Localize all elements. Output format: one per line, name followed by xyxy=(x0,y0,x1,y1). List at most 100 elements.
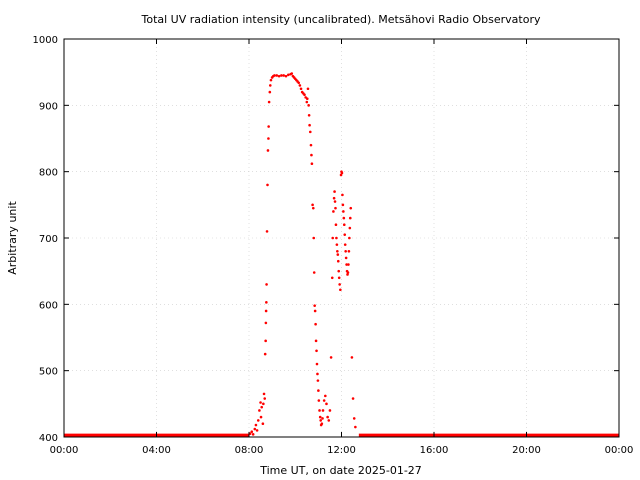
data-point xyxy=(290,72,294,75)
data-point xyxy=(258,409,261,412)
data-point xyxy=(268,84,272,87)
data-point xyxy=(267,125,270,128)
data-point xyxy=(250,430,254,433)
data-point xyxy=(336,259,340,263)
data-point xyxy=(319,419,322,422)
data-point xyxy=(273,74,276,77)
y-tick-label: 700 xyxy=(39,234,58,245)
data-point xyxy=(345,263,348,266)
data-point xyxy=(354,425,357,429)
data-point xyxy=(324,394,327,398)
data-point xyxy=(264,309,268,313)
axis-ticks: 00:00 04:00 08:00 12:00 16:00 20:00 00:0040050… xyxy=(33,35,634,456)
data-point xyxy=(332,210,335,213)
data-point xyxy=(311,203,314,207)
data-point xyxy=(265,230,269,233)
data-point xyxy=(306,87,310,91)
y-tick-label: 800 xyxy=(39,168,58,179)
data-point xyxy=(321,417,324,420)
data-point xyxy=(344,256,348,260)
data-point xyxy=(254,423,258,427)
data-point xyxy=(312,271,316,274)
data-point xyxy=(337,276,341,280)
data-point xyxy=(275,74,279,77)
data-point xyxy=(321,409,325,412)
data-point xyxy=(325,402,328,406)
data-point xyxy=(267,137,270,140)
data-point xyxy=(268,90,272,94)
data-point xyxy=(264,321,268,325)
data-point xyxy=(310,162,314,166)
data-point xyxy=(346,271,350,274)
x-tick-label: 04:00 xyxy=(142,445,171,456)
data-point xyxy=(348,236,351,240)
data-point xyxy=(308,123,311,127)
data-point xyxy=(305,97,309,100)
data-point xyxy=(248,432,252,435)
data-point xyxy=(346,273,349,276)
data-point xyxy=(339,288,342,292)
data-point xyxy=(342,210,345,213)
data-point xyxy=(326,415,329,419)
data-point xyxy=(349,206,353,210)
data-point xyxy=(307,113,311,117)
data-point xyxy=(313,309,317,313)
data-point xyxy=(266,183,269,187)
data-point xyxy=(348,226,352,230)
x-tick-label: 08:00 xyxy=(235,445,264,456)
data-point xyxy=(265,283,268,286)
data-point xyxy=(298,84,302,87)
data-point xyxy=(313,304,316,307)
data-point xyxy=(320,422,324,426)
data-point xyxy=(315,349,318,353)
x-tick-label: 00:00 xyxy=(605,445,634,456)
y-tick-label: 400 xyxy=(39,433,58,444)
data-point xyxy=(267,100,271,104)
data-point xyxy=(316,379,320,382)
y-tick-label: 500 xyxy=(39,367,58,378)
data-point xyxy=(341,203,345,207)
data-point xyxy=(336,253,340,256)
y-tick-label: 1000 xyxy=(33,35,58,46)
y-tick-label: 600 xyxy=(39,300,58,311)
data-point xyxy=(317,389,320,392)
data-point xyxy=(348,216,352,220)
data-point xyxy=(341,193,344,197)
data-point xyxy=(308,130,312,134)
data-point xyxy=(335,243,339,246)
data-point xyxy=(312,236,316,240)
data-point xyxy=(280,74,283,77)
data-point xyxy=(277,74,281,78)
data-point xyxy=(343,233,347,236)
data-point xyxy=(263,352,267,356)
data-point xyxy=(263,397,267,400)
data-point xyxy=(253,427,257,431)
data-point xyxy=(339,173,343,177)
data-point xyxy=(264,339,267,343)
grid-lines xyxy=(64,39,619,437)
data-point xyxy=(284,74,288,78)
data-point xyxy=(322,399,326,402)
data-point xyxy=(259,415,263,419)
data-point xyxy=(344,249,347,253)
data-point xyxy=(332,196,336,200)
x-tick-label: 20:00 xyxy=(512,445,541,456)
data-point xyxy=(331,236,335,240)
data-point xyxy=(260,405,264,409)
data-point xyxy=(261,422,265,426)
data-point xyxy=(327,419,331,422)
data-point xyxy=(311,206,315,210)
data-point xyxy=(318,409,321,412)
data-point xyxy=(251,433,255,436)
data-point xyxy=(255,429,259,432)
x-tick-label: 00:00 xyxy=(50,445,79,456)
data-point xyxy=(266,149,270,152)
x-tick-label: 16:00 xyxy=(420,445,449,456)
x-axis-label: Time UT, on date 2025-01-27 xyxy=(259,464,422,477)
data-point xyxy=(262,402,265,406)
data-point xyxy=(347,263,350,266)
data-point xyxy=(297,81,301,85)
data-point xyxy=(340,171,344,175)
